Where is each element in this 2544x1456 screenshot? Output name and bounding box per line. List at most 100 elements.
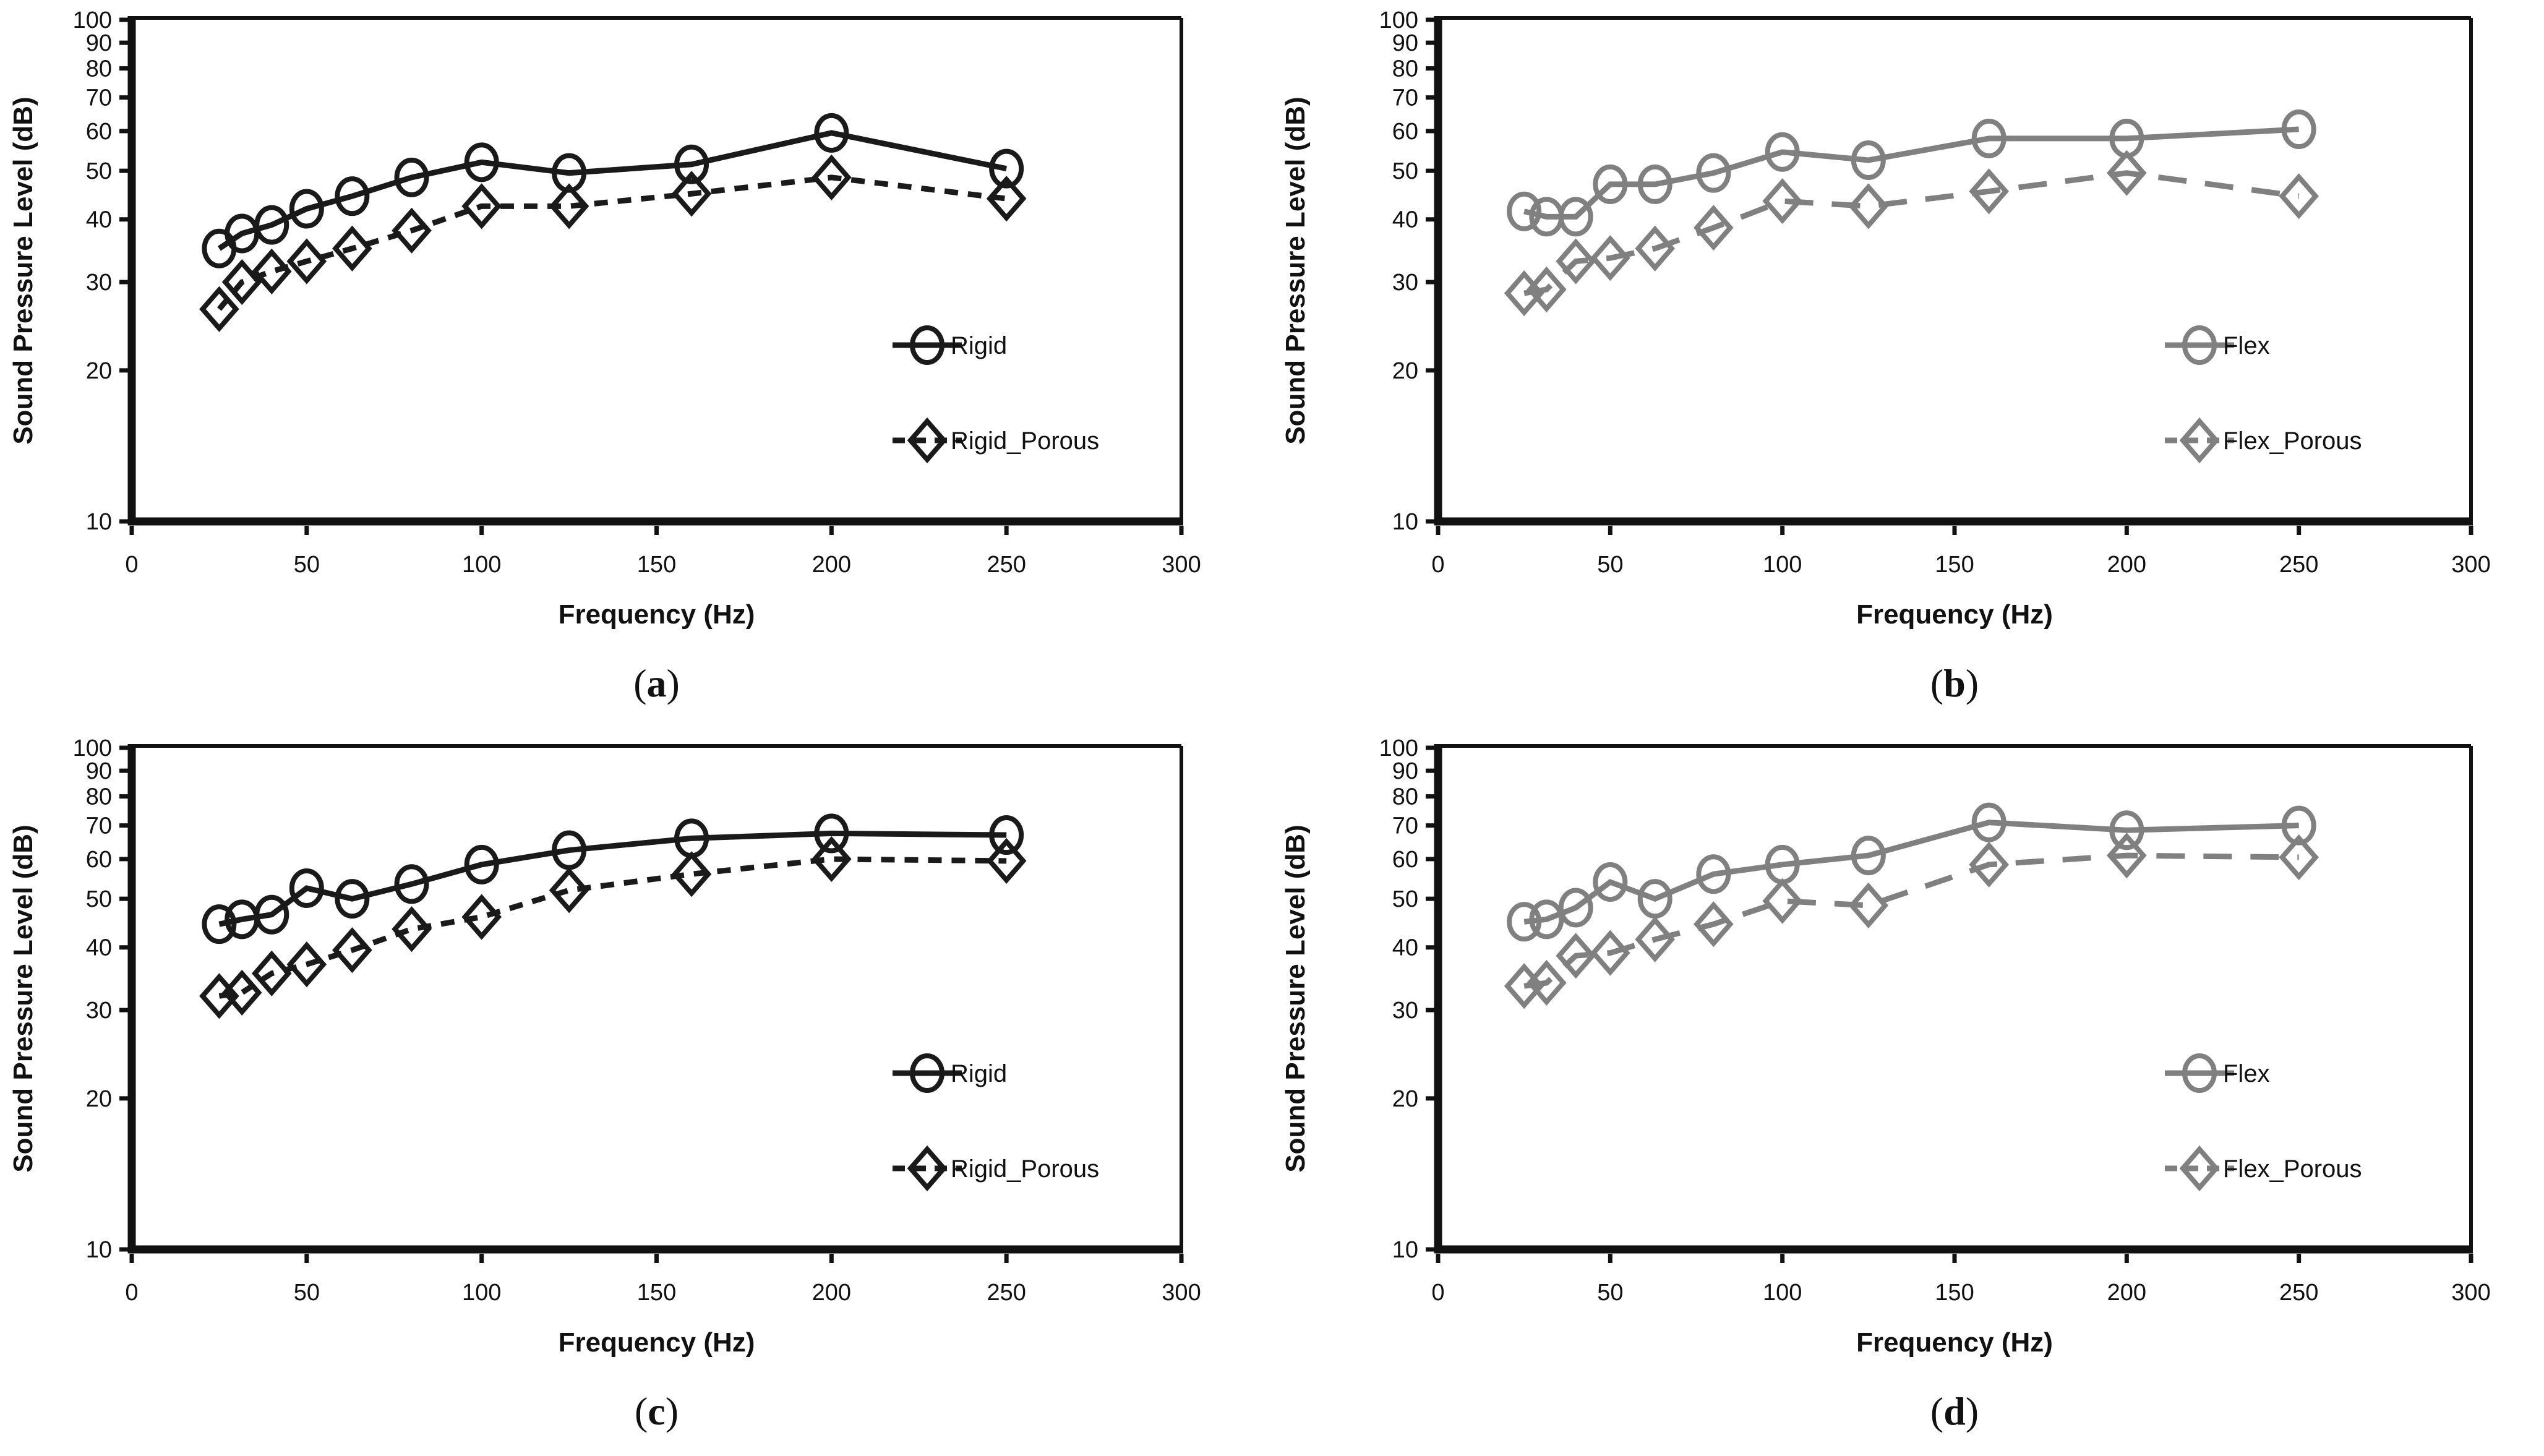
- legend-marker-circle: [910, 325, 944, 365]
- y-tick-label: 100: [73, 7, 112, 33]
- y-tick-label: 70: [86, 85, 112, 111]
- y-tick-label: 10: [86, 509, 112, 535]
- data-point-marker: [1969, 841, 2009, 888]
- legend-item-rigid_porous: Rigid_Porous: [893, 1145, 1099, 1192]
- legend-label: Rigid: [951, 332, 1007, 359]
- series-line-rigid: [218, 830, 1007, 927]
- data-point-marker: [1507, 191, 1542, 231]
- data-point-marker: [461, 894, 502, 940]
- legend-marker-circle: [2182, 1053, 2217, 1093]
- data-point-marker: [549, 183, 589, 229]
- y-tick-label: 40: [1392, 207, 1418, 233]
- series-line-rigid_porous: [218, 856, 1007, 999]
- data-point-marker: [1590, 930, 1630, 976]
- y-tick-label: 100: [1379, 735, 1418, 761]
- x-tick-label: 200: [812, 552, 851, 578]
- y-tick-label: 50: [86, 886, 112, 912]
- legend-label: Rigid: [951, 1060, 1007, 1087]
- legend-marker-diamond: [907, 1145, 948, 1192]
- data-point-marker: [1556, 933, 1596, 979]
- data-point-marker: [814, 113, 849, 153]
- data-point-marker: [2279, 173, 2319, 220]
- data-point-marker: [986, 837, 1027, 884]
- y-tick-label: 30: [1392, 998, 1418, 1024]
- data-point-marker: [254, 894, 289, 935]
- series-flex: [1507, 109, 2316, 237]
- data-point-marker: [1848, 882, 1889, 928]
- y-tick-label: 20: [86, 358, 112, 384]
- data-point-marker: [1765, 132, 1800, 172]
- y-tick-label: 90: [86, 758, 112, 784]
- legend-label: Flex: [2223, 332, 2270, 359]
- y-tick-label: 30: [1392, 270, 1418, 296]
- data-point-marker: [332, 927, 372, 974]
- legend-label: Flex_Porous: [2223, 427, 2362, 455]
- data-point-marker: [394, 864, 429, 904]
- legend-item-rigid: Rigid: [893, 325, 1007, 365]
- y-tick-label: 50: [86, 158, 112, 184]
- y-axis-title: Sound Pressure Level (dB): [8, 824, 38, 1172]
- panel-sublabel: (b): [1930, 661, 1979, 705]
- data-point-marker: [286, 238, 327, 285]
- y-tick-label: 10: [1392, 1237, 1418, 1263]
- legend-marker-circle: [910, 1053, 944, 1093]
- legend-marker-diamond: [2179, 1145, 2220, 1192]
- data-point-marker: [2281, 109, 2316, 149]
- x-tick-label: 200: [812, 1280, 851, 1306]
- x-tick-label: 250: [2279, 1280, 2318, 1306]
- series-line-flex_porous: [1523, 852, 2299, 989]
- data-point-marker: [1971, 802, 2007, 842]
- x-tick-label: 50: [1597, 1280, 1623, 1306]
- y-tick-label: 40: [86, 935, 112, 961]
- plot-border: [127, 744, 1183, 1254]
- y-axis-title: Sound Pressure Level (dB): [8, 96, 38, 444]
- series-rigid_porous: [199, 154, 1027, 332]
- data-point-marker: [464, 844, 499, 884]
- data-point-marker: [671, 851, 712, 897]
- data-point-marker: [812, 836, 852, 883]
- legend-item-rigid: Rigid: [893, 1053, 1007, 1093]
- y-tick-label: 90: [1392, 30, 1418, 56]
- data-point-marker: [392, 207, 432, 254]
- data-point-marker: [289, 868, 324, 908]
- legend-item-flex_porous: Flex_Porous: [2165, 1145, 2362, 1192]
- data-point-marker: [289, 189, 324, 229]
- series-line-rigid: [217, 130, 1008, 251]
- data-point-marker: [1694, 205, 1734, 251]
- chart-panel-b: 100 90 80 70 60 50 40 30 20 10 0 50 100 150 200 250 300 F…: [1272, 0, 2544, 728]
- legend-item-flex: Flex: [2165, 1053, 2270, 1093]
- x-tick-label: 100: [1763, 1280, 1802, 1306]
- data-point-marker: [394, 157, 429, 197]
- x-tick-label: 50: [294, 1280, 320, 1306]
- data-point-marker: [2109, 810, 2144, 850]
- series-flex_porous: [1504, 150, 2319, 317]
- legend: Rigid Rigid_Porous: [893, 1053, 1099, 1192]
- x-tick-label: 200: [2107, 552, 2146, 578]
- x-axis: 0 50 100 150 200 250 300: [1431, 1254, 2491, 1306]
- legend-marker-circle: [2182, 325, 2217, 365]
- data-point-marker: [549, 867, 589, 914]
- x-axis: 0 50 100 150 200 250 300: [125, 1254, 1201, 1306]
- legend-label: Rigid_Porous: [951, 1155, 1099, 1183]
- legend: Flex Flex_Porous: [2165, 325, 2362, 464]
- y-tick-label: 40: [86, 207, 112, 233]
- x-tick-label: 100: [462, 1280, 501, 1306]
- data-point-marker: [2107, 150, 2147, 196]
- legend: Rigid Rigid_Porous: [893, 325, 1099, 464]
- x-tick-label: 300: [1162, 1280, 1201, 1306]
- y-tick-label: 80: [86, 56, 112, 82]
- x-axis: 0 50 100 150 200 250 300: [125, 526, 1201, 578]
- data-point-marker: [221, 259, 262, 306]
- series-rigid: [202, 813, 1024, 944]
- data-point-marker: [1851, 836, 1886, 876]
- legend-item-flex_porous: Flex_Porous: [2165, 417, 2362, 464]
- data-point-marker: [464, 142, 499, 182]
- series-line-flex: [1523, 820, 2299, 925]
- x-tick-label: 300: [1162, 552, 1201, 578]
- x-tick-label: 0: [1431, 552, 1444, 578]
- x-tick-label: 150: [1935, 552, 1974, 578]
